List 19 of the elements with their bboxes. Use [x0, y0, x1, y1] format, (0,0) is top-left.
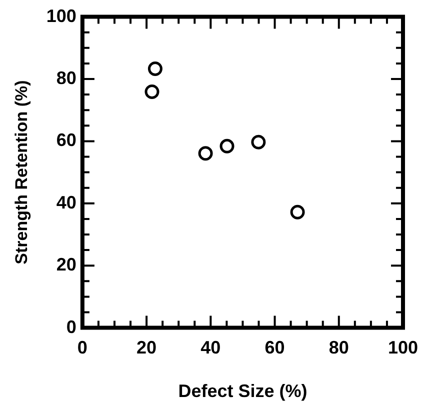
x-tick-label: 60: [264, 338, 285, 358]
y-tick-label: 0: [66, 316, 76, 337]
x-axis-title: Defect Size (%): [178, 381, 308, 402]
point: [148, 61, 162, 76]
y-tick-label: 80: [56, 68, 76, 88]
y-axis-title: Strength Retention (%): [12, 80, 31, 264]
y-tick-label: 20: [56, 254, 76, 275]
x-tick-label: 20: [136, 338, 157, 358]
y-tick-label: 60: [56, 130, 76, 150]
x-tick-label: 100: [388, 338, 418, 358]
y-tick-label: 40: [56, 192, 76, 212]
point: [251, 134, 266, 150]
point: [144, 84, 160, 99]
x-tick-label: 40: [200, 338, 221, 358]
point: [220, 138, 234, 154]
x-tick-label: 80: [328, 338, 349, 358]
y-tick-label: 100: [46, 6, 76, 26]
point: [290, 204, 305, 220]
point: [198, 146, 213, 161]
